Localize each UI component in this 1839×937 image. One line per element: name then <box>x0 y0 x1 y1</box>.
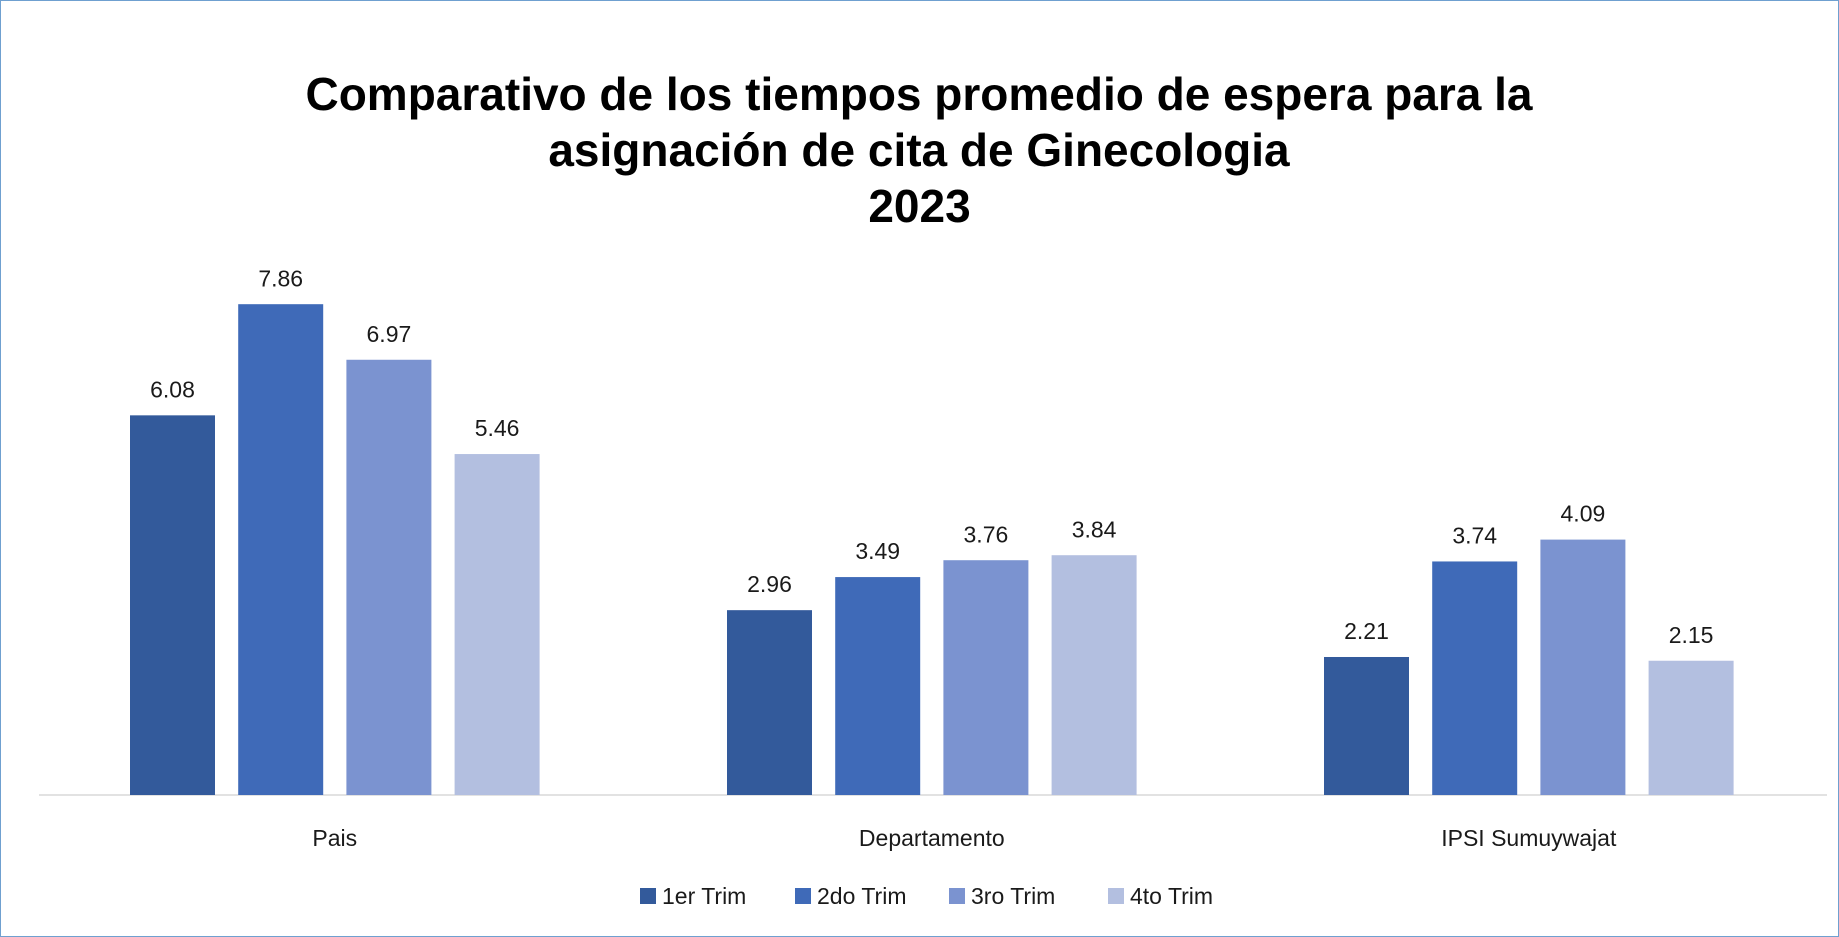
bar <box>727 610 812 795</box>
bar <box>130 415 215 795</box>
bar <box>238 304 324 795</box>
legend-swatch <box>795 888 811 904</box>
bar <box>1324 656 1409 795</box>
x-tick-label: Pais <box>312 825 357 851</box>
legend-label: 2do Trim <box>817 883 906 909</box>
legend-swatch <box>640 888 656 904</box>
data-label: 2.15 <box>1669 622 1714 648</box>
legend-label: 4to Trim <box>1130 883 1213 909</box>
x-tick-label: Departamento <box>859 825 1005 851</box>
data-label: 2.21 <box>1344 618 1389 644</box>
data-label: 5.46 <box>475 415 520 441</box>
data-label: 3.74 <box>1452 523 1497 549</box>
chart-subtitle: 2023 <box>868 180 971 232</box>
x-tick-label: IPSI Sumuywajat <box>1441 825 1617 851</box>
legend-label: 3ro Trim <box>971 883 1055 909</box>
data-label: 3.84 <box>1072 516 1117 542</box>
data-label: 7.86 <box>258 265 303 291</box>
data-label: 6.08 <box>150 376 195 402</box>
bar <box>1648 660 1734 795</box>
data-label: 6.97 <box>367 321 412 347</box>
legend-swatch <box>1108 888 1124 904</box>
data-label: 4.09 <box>1561 501 1606 527</box>
data-label: 2.96 <box>747 571 792 597</box>
legend-label: 1er Trim <box>662 883 746 909</box>
bar <box>835 577 921 795</box>
bar <box>943 560 1029 795</box>
chart-title: Comparativo de los tiempos promedio de e… <box>305 68 1533 176</box>
data-label: 3.49 <box>855 538 900 564</box>
bar <box>1540 539 1626 795</box>
legend-swatch <box>949 888 965 904</box>
bar <box>1432 561 1518 795</box>
bar <box>454 454 540 795</box>
bar <box>1051 555 1137 795</box>
data-label: 3.76 <box>964 521 1009 547</box>
bar <box>346 359 432 795</box>
